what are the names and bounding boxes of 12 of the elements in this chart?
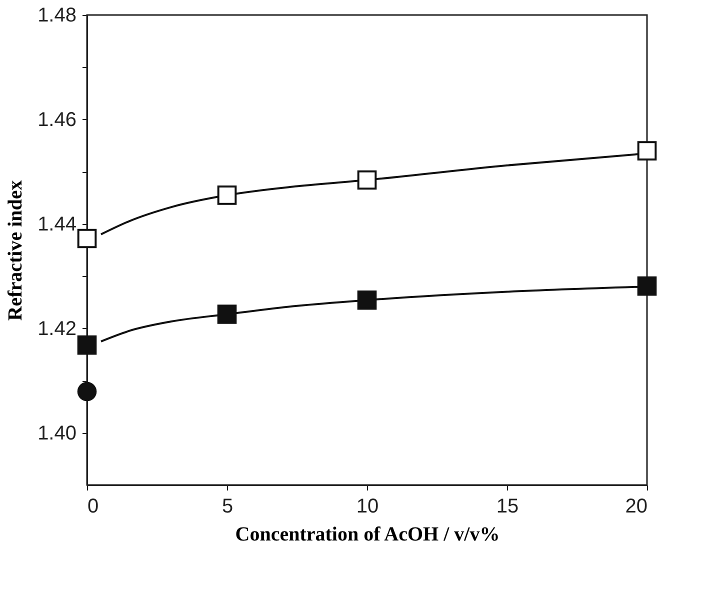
y-axis-title: Refractive index	[4, 180, 27, 321]
y-tick-label: 1.46	[38, 108, 76, 131]
y-tick-label: 1.44	[38, 213, 76, 236]
y-tick-label: 1.40	[38, 422, 76, 444]
x-tick-label: 0	[88, 496, 99, 518]
y-tick-label: 1.42	[38, 318, 76, 340]
y-tick-label: 1.48	[38, 4, 76, 26]
x-tick-label: 15	[496, 496, 519, 518]
x-tick-label: 10	[356, 496, 379, 518]
x-tick-label: 20	[625, 496, 648, 518]
x-tick-label: 5	[222, 496, 234, 518]
x-axis-title: Concentration of AcOH / v/v%	[235, 524, 500, 546]
